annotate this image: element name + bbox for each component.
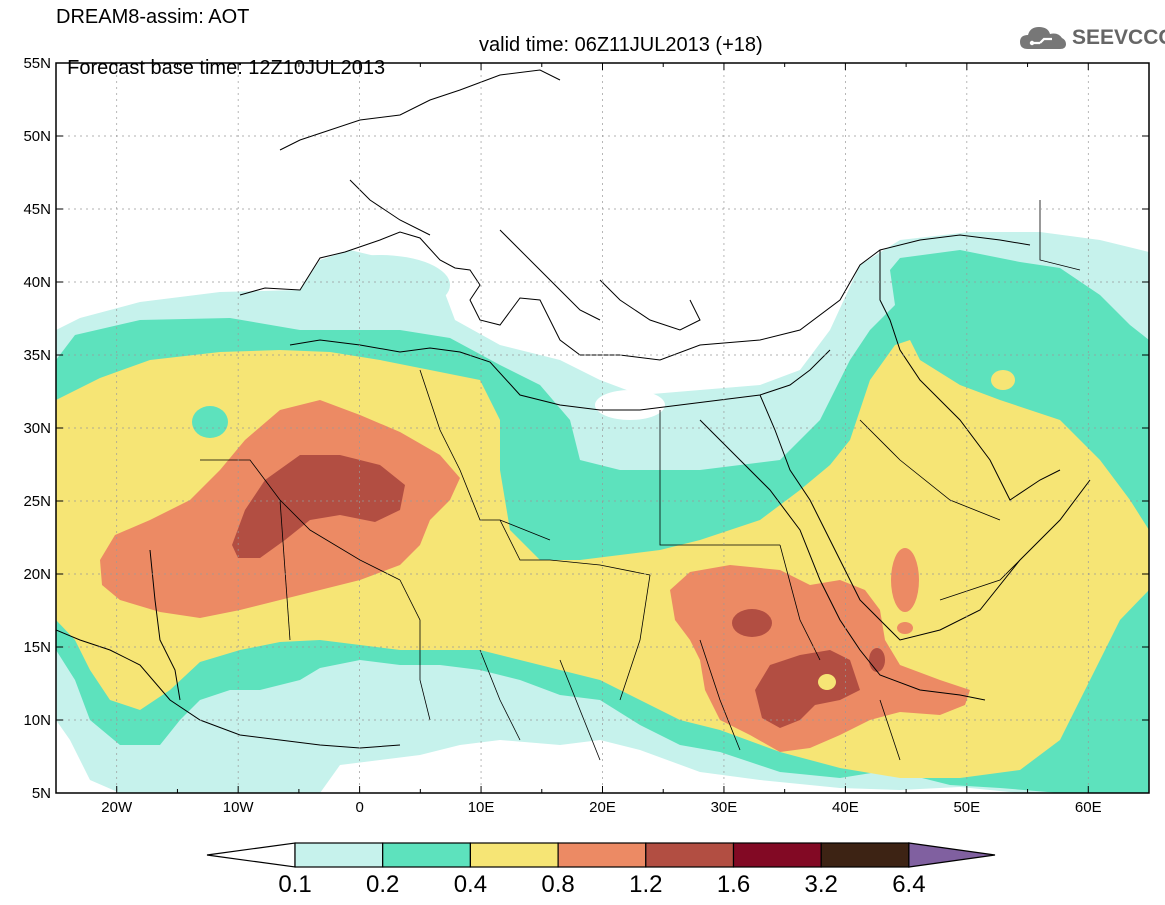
- aot-patch: [310, 255, 450, 315]
- colorbar-under-arrow: [206, 842, 296, 868]
- aot-patch: [991, 370, 1015, 390]
- aot-patch: [595, 390, 665, 420]
- aot-patch: [891, 548, 919, 612]
- lon-label: 50E: [953, 799, 980, 816]
- map-title: DREAM8-assim: AOT: [56, 6, 250, 28]
- lat-label: 20N: [23, 566, 51, 583]
- colorbar-segment: [732, 842, 822, 868]
- lat-label: 10N: [23, 712, 51, 729]
- colorbar-label: 1.6: [717, 871, 750, 898]
- colorbar-segment: [645, 842, 735, 868]
- lon-label: 10E: [468, 799, 495, 816]
- colorbar-label: 0.2: [366, 871, 399, 898]
- colorbar-label: 1.2: [629, 871, 662, 898]
- aot-patch: [732, 609, 772, 637]
- colorbar-label: 6.4: [892, 871, 925, 898]
- lat-label: 55N: [23, 55, 51, 72]
- colorbar-segment: [294, 842, 384, 868]
- colorbar-label: 0.1: [278, 871, 311, 898]
- colorbar-label: 0.8: [541, 871, 574, 898]
- lat-label: 25N: [23, 493, 51, 510]
- aot-band-1.2: [232, 455, 405, 558]
- valid-time: valid time: 06Z11JUL2013 (+18): [479, 34, 763, 56]
- lon-label: 30E: [711, 799, 738, 816]
- lon-label: 20E: [589, 799, 616, 816]
- country-borders: [200, 200, 1081, 761]
- colorbar-label: 3.2: [805, 871, 838, 898]
- aot-patch: [818, 674, 836, 690]
- lat-label: 45N: [23, 201, 51, 218]
- lon-label: 10W: [223, 799, 255, 816]
- logo-text: SEEVCCC: [1072, 26, 1165, 49]
- seevccc-logo: SEEVCCC: [1018, 22, 1165, 54]
- colorbar-segment: [557, 842, 647, 868]
- colorbar-label: 0.4: [454, 871, 487, 898]
- aot-patch: [897, 622, 913, 634]
- latitude-labels: 55N 50N 45N 40N 35N 30N 25N 20N 15N 10N 5N: [23, 55, 1149, 802]
- lat-label: 30N: [23, 420, 51, 437]
- aot-field: [56, 232, 1149, 793]
- colorbar: [206, 842, 996, 868]
- colorbar-segment: [820, 842, 910, 868]
- lon-label: 40E: [832, 799, 859, 816]
- colorbar-segment: [469, 842, 559, 868]
- aot-band-1.2: [755, 650, 860, 728]
- aot-patch: [192, 406, 228, 438]
- map-grid: [56, 63, 1149, 793]
- lon-label: 20W: [101, 799, 133, 816]
- map-subtitle: Forecast base time: 12Z10JUL2013 valid t…: [56, 34, 763, 103]
- lat-label: 40N: [23, 274, 51, 291]
- cloud-logo-icon: [1020, 27, 1066, 49]
- lon-label: 60E: [1075, 799, 1102, 816]
- colorbar-labels: 0.1 0.2 0.4 0.8 1.2 1.6 3.2 6.4: [278, 871, 925, 898]
- lat-label: 15N: [23, 639, 51, 656]
- colorbar-segment: [382, 842, 472, 868]
- longitude-labels: 20W 10W 0 10E 20E 30E 40E 50E 60E: [55, 63, 1150, 816]
- lon-label: 0: [355, 799, 363, 816]
- lat-label: 5N: [32, 785, 51, 802]
- aot-patch: [869, 648, 885, 672]
- lat-label: 50N: [23, 128, 51, 145]
- colorbar-over-arrow: [908, 842, 996, 868]
- coastlines: [56, 69, 1091, 749]
- lat-label: 35N: [23, 347, 51, 364]
